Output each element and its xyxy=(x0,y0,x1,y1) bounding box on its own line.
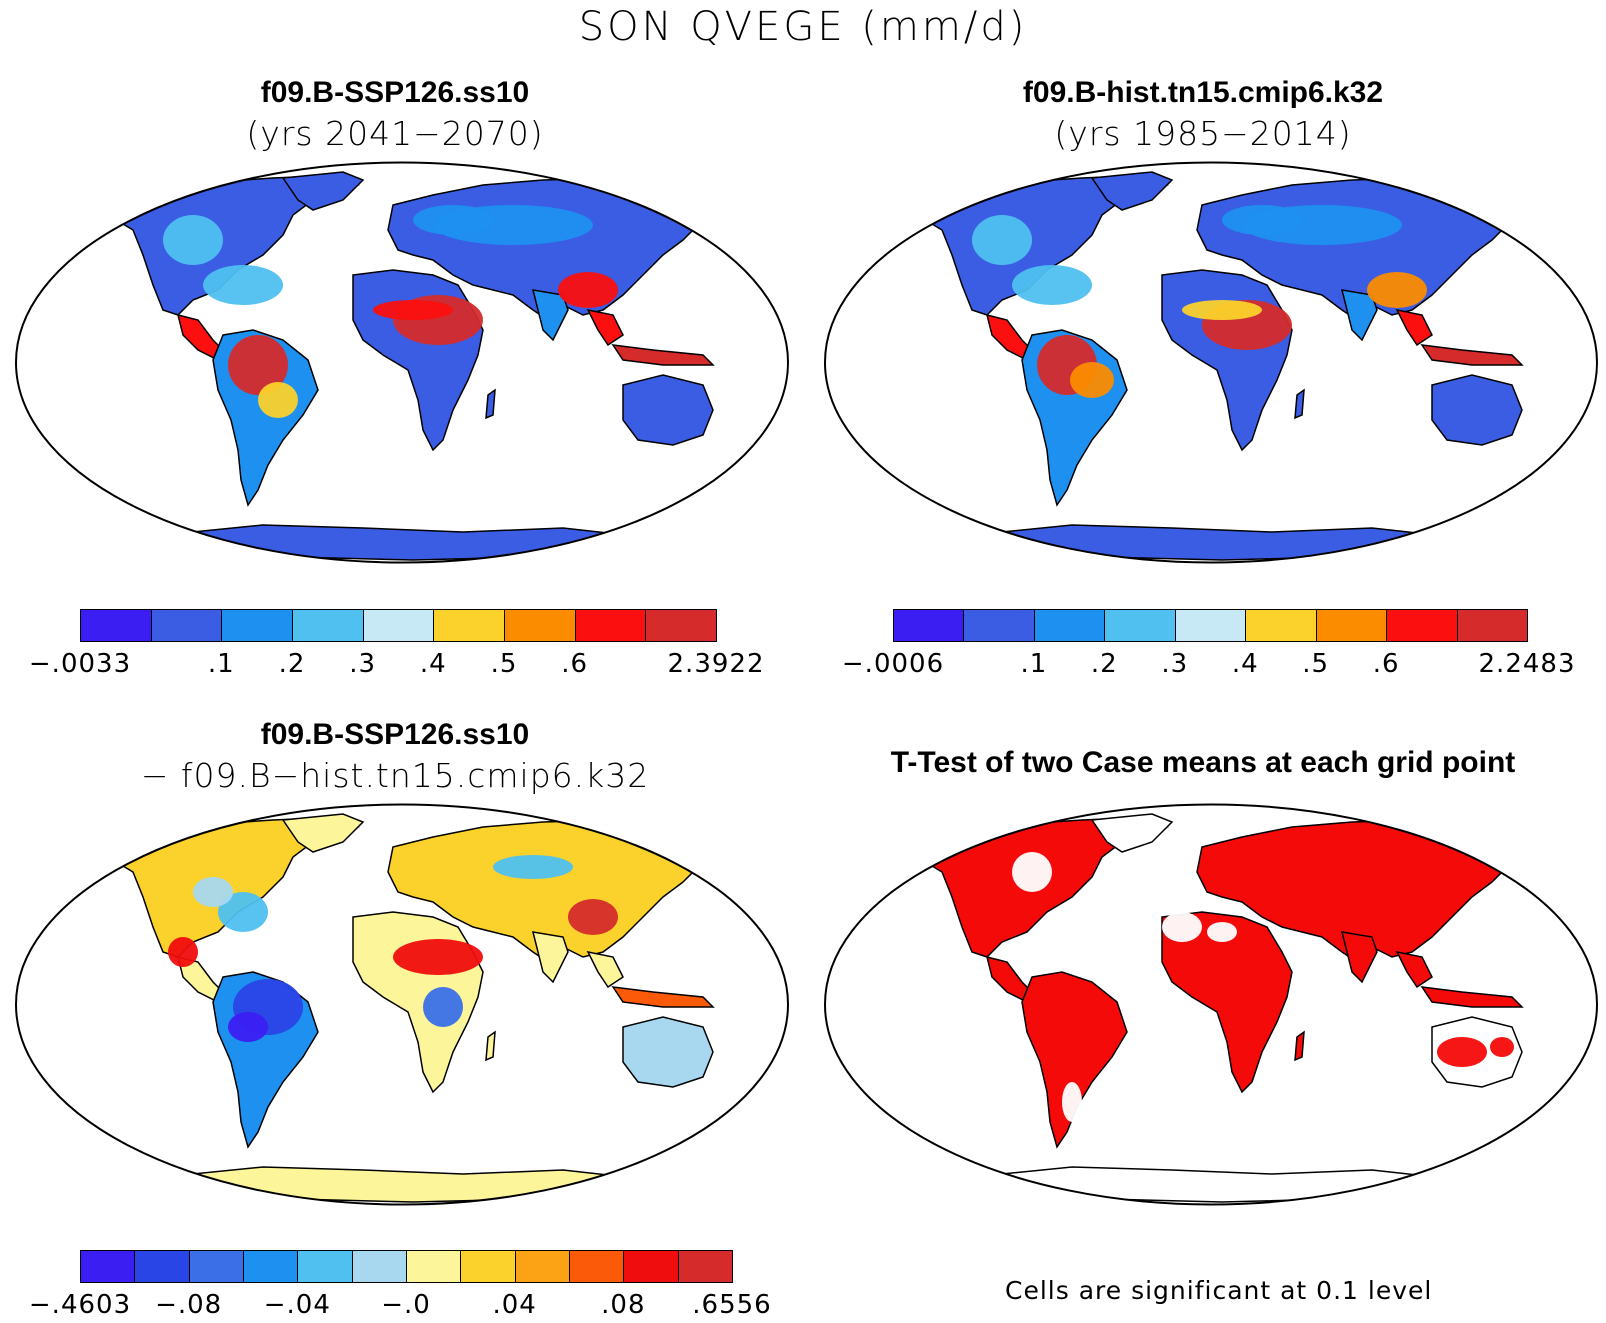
colorbar-swatch xyxy=(569,1250,625,1283)
colorbar-swatch xyxy=(963,609,1035,642)
landmass-indonesia xyxy=(1420,344,1524,366)
colorbar-swatch xyxy=(1104,609,1176,642)
colorbar-swatch xyxy=(80,1250,136,1283)
colorbar-swatch xyxy=(514,1250,570,1283)
map-future xyxy=(15,161,789,564)
colorbar-swatch xyxy=(504,609,576,642)
figure-title: SON QVEGE (mm/d) xyxy=(578,4,1028,50)
landmass-seAsia xyxy=(1395,308,1433,347)
panel-historical-subtitle: (yrs 1985−2014) xyxy=(1054,114,1352,153)
landmass-australia xyxy=(1431,374,1523,446)
colorbar-tick-label: .3 xyxy=(1161,649,1189,679)
colorbar-swatch xyxy=(677,1250,733,1283)
landmass-indonesia xyxy=(611,344,715,366)
colorbar-tick-label: .1 xyxy=(1020,649,1048,679)
panel-historical-title: f09.B-hist.tn15.cmip6.k32 xyxy=(1022,76,1384,109)
colorbar-swatch xyxy=(243,1250,299,1283)
landmass-seAsia xyxy=(586,308,624,347)
landmass-greenland xyxy=(1090,171,1174,211)
colorbar-tick-label: −.0006 xyxy=(841,649,945,679)
map-boundary xyxy=(824,161,1598,564)
landmass-india xyxy=(1340,289,1378,342)
panel-future-title: f09.B-SSP126.ss10 xyxy=(260,76,530,109)
colorbar-swatch xyxy=(150,609,223,642)
colorbar-tick-label: −.0033 xyxy=(28,649,132,679)
colorbar-tick-label: .3 xyxy=(349,649,377,679)
colorbar-swatch xyxy=(1386,609,1458,642)
colorbar-swatch xyxy=(292,609,364,642)
landmass-madagascar xyxy=(485,388,496,420)
colorbar-tick-label: .4 xyxy=(419,649,447,679)
colorbar-tick-label: .5 xyxy=(1302,649,1330,679)
colorbar-swatch xyxy=(80,609,152,642)
colorbar-tick-label: −.04 xyxy=(263,1290,331,1320)
colorbar-swatch xyxy=(1456,609,1528,642)
landmass-greenland xyxy=(281,171,365,211)
colorbar-tick-label: .2 xyxy=(1090,649,1118,679)
panel-future-subtitle: (yrs 2041−2070) xyxy=(246,114,544,153)
landmass-india xyxy=(531,931,569,984)
colorbar-swatch xyxy=(406,1250,462,1283)
landmass-madagascar xyxy=(485,1030,496,1062)
landmass-seAsia xyxy=(586,950,624,989)
panel-difference-subtitle: − f09.B−hist.tn15.cmip6.k32 xyxy=(140,756,650,795)
colorbar-tick-label: .4 xyxy=(1231,649,1259,679)
colorbar-swatch xyxy=(1174,609,1247,642)
landmass-australia xyxy=(622,1016,714,1088)
colorbar-swatch xyxy=(574,609,647,642)
colorbar-swatch xyxy=(623,1250,679,1283)
colorbar-swatch xyxy=(1033,609,1106,642)
landmass-australia xyxy=(622,374,714,446)
colorbar-tick-label: .04 xyxy=(492,1290,537,1320)
colorbar-swatch xyxy=(893,609,965,642)
colorbar-tick-label: .1 xyxy=(207,649,235,679)
panel-difference-title: f09.B-SSP126.ss10 xyxy=(260,718,530,751)
colorbar-tick-label: .6 xyxy=(561,649,589,679)
colorbar-tick-label: 2.2483 xyxy=(1478,649,1576,679)
landmass-india xyxy=(1340,931,1378,984)
map-boundary xyxy=(15,803,789,1206)
map-boundary xyxy=(15,161,789,564)
colorbar-tick-label: 2.3922 xyxy=(667,649,765,679)
colorbar-swatch xyxy=(1245,609,1317,642)
colorbar-swatch xyxy=(645,609,717,642)
colorbar-tick-label: .6 xyxy=(1372,649,1400,679)
significance-note: Cells are significant at 0.1 level xyxy=(1005,1276,1433,1305)
colorbar-swatch xyxy=(433,609,505,642)
colorbar-swatch xyxy=(460,1250,516,1283)
landmass-indonesia xyxy=(1420,986,1524,1008)
colorbar-tick-label: .2 xyxy=(278,649,306,679)
colorbar-swatch xyxy=(221,609,293,642)
colorbar-tick-label: .5 xyxy=(490,649,518,679)
colorbar-swatch xyxy=(188,1250,244,1283)
map-ttest xyxy=(824,803,1598,1206)
map-difference xyxy=(15,803,789,1206)
landmass-africa xyxy=(1161,911,1293,1094)
colorbar-swatch xyxy=(1315,609,1388,642)
landmass-madagascar xyxy=(1294,388,1305,420)
colorbar-tick-label: −.0 xyxy=(381,1290,431,1320)
colorbar-swatch xyxy=(351,1250,407,1283)
map-boundary xyxy=(824,803,1598,1206)
colorbar-tick-label: −.4603 xyxy=(28,1290,132,1320)
landmass-india xyxy=(531,289,569,342)
panel-ttest-title: T-Test of two Case means at each grid po… xyxy=(890,746,1516,779)
map-historical xyxy=(824,161,1598,564)
landmass-madagascar xyxy=(1294,1030,1305,1062)
landmass-greenland xyxy=(1090,813,1174,853)
colorbar-swatch xyxy=(297,1250,353,1283)
colorbar-tick-label: −.08 xyxy=(155,1290,223,1320)
landmass-seAsia xyxy=(1395,950,1433,989)
landmass-indonesia xyxy=(611,986,715,1008)
colorbar-swatch xyxy=(362,609,435,642)
colorbar-swatch xyxy=(134,1250,190,1283)
colorbar-tick-label: .6556 xyxy=(692,1290,772,1320)
colorbar-tick-label: .08 xyxy=(601,1290,646,1320)
landmass-greenland xyxy=(281,813,365,853)
